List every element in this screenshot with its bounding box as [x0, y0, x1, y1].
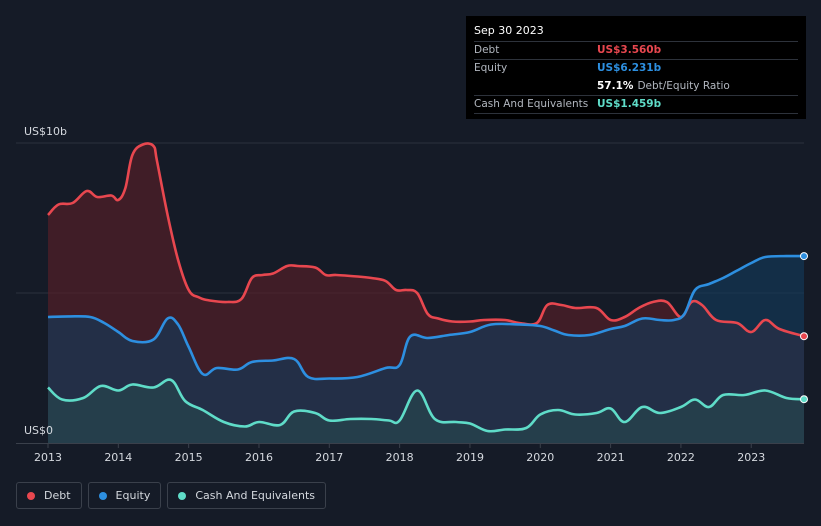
x-tick-label-2020: 2020 — [526, 451, 554, 464]
tooltip-equity-value: US$6.231b — [597, 62, 662, 74]
marker-cash-latest — [800, 395, 808, 404]
legend-debt-label: Debt — [44, 489, 71, 502]
x-tick-label-2021: 2021 — [597, 451, 625, 464]
tooltip-debt-value: US$3.560b — [597, 44, 662, 56]
x-tick-label-2014: 2014 — [104, 451, 132, 464]
y-axis-top-label: US$10b — [24, 125, 67, 138]
x-tick-label-2017: 2017 — [315, 451, 343, 464]
x-axis-ticks: 2013 2014 2015 2016 2017 2018 2019 2020 2021 2022… — [34, 443, 765, 464]
marker-debt-latest — [800, 332, 808, 341]
x-tick-label-2016: 2016 — [245, 451, 273, 464]
legend-equity-label: Equity — [115, 489, 151, 502]
tooltip-date: Sep 30 2023 — [474, 24, 544, 37]
chart-end-markers — [800, 252, 808, 404]
line-equity — [47, 254, 805, 381]
legend-cash-dot — [178, 491, 187, 500]
area-equity — [48, 256, 804, 443]
legend-debt-dot — [27, 491, 35, 500]
x-tick-label-2019: 2019 — [456, 451, 484, 464]
tooltip-cash-row: Cash And Equivalents US$1.459b — [474, 95, 798, 114]
tooltip-cash-value: US$1.459b — [597, 98, 662, 110]
legend-item-debt[interactable]: Debt — [16, 482, 82, 509]
legend-item-equity[interactable]: Equity — [87, 482, 162, 509]
chart-lines — [47, 142, 805, 433]
legend-cash-label: Cash And Equivalents — [195, 489, 315, 502]
tooltip-ratio-spacer — [474, 78, 597, 95]
tooltip-ratio-label: Debt/Equity Ratio — [637, 80, 730, 92]
chart-areas — [48, 143, 804, 444]
x-tick-label-2013: 2013 — [34, 451, 62, 464]
x-tick-label-2018: 2018 — [386, 451, 414, 464]
x-tick-label-2015: 2015 — [175, 451, 203, 464]
x-tick-label-2023: 2023 — [737, 451, 765, 464]
tooltip-cash-label: Cash And Equivalents — [474, 98, 589, 110]
tooltip-debt-label: Debt — [474, 44, 500, 56]
legend-item-cash[interactable]: Cash And Equivalents — [167, 482, 326, 509]
tooltip-debt-row: Debt US$3.560b — [474, 41, 798, 59]
tooltip-equity-row: Equity US$6.231b — [474, 59, 798, 77]
x-tick-label-2022: 2022 — [667, 451, 695, 464]
area-cash — [48, 379, 804, 443]
line-debt — [47, 142, 805, 338]
marker-equity-latest — [800, 252, 808, 261]
tooltip-ratio-value: 57.1% — [597, 80, 634, 92]
tooltip-ratio-row: 57.1% Debt/Equity Ratio — [474, 77, 798, 95]
line-cash — [47, 378, 805, 433]
y-axis-bottom-label: US$0 — [24, 424, 53, 437]
chart-legend: Debt Equity Cash And Equivalents — [16, 482, 326, 509]
tooltip-equity-label: Equity — [474, 62, 508, 74]
legend-equity-dot — [98, 491, 107, 500]
data-tooltip: Sep 30 2023 Debt US$3.560b Equity US$6.2… — [466, 16, 806, 119]
